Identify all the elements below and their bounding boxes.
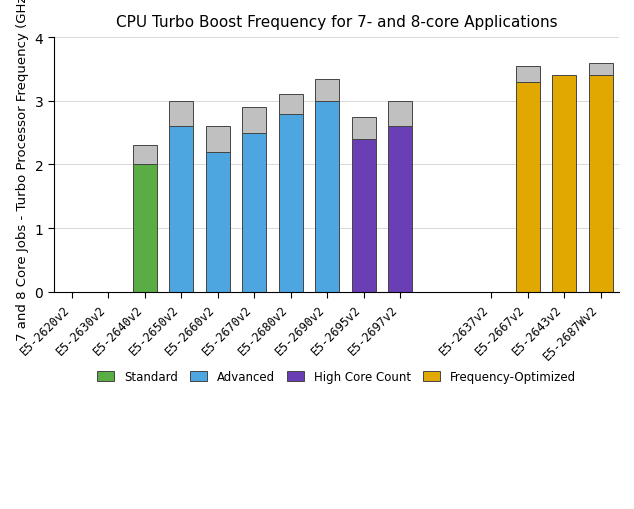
Bar — [242, 133, 266, 292]
Bar — [133, 165, 157, 292]
Bar — [315, 102, 339, 292]
Bar — [516, 67, 540, 82]
Bar — [169, 127, 193, 292]
Bar — [315, 79, 339, 102]
Y-axis label: 7 and 8 Core Jobs - Turbo Processor Frequency (GHz): 7 and 8 Core Jobs - Turbo Processor Freq… — [16, 0, 29, 340]
Bar — [589, 64, 612, 76]
Bar — [279, 115, 302, 292]
Bar — [589, 76, 612, 292]
Bar — [388, 127, 412, 292]
Title: CPU Turbo Boost Frequency for 7- and 8-core Applications: CPU Turbo Boost Frequency for 7- and 8-c… — [115, 15, 557, 30]
Bar — [169, 102, 193, 127]
Legend: Standard, Advanced, High Core Count, Frequency-Optimized: Standard, Advanced, High Core Count, Fre… — [92, 365, 581, 388]
Bar — [516, 82, 540, 292]
Bar — [242, 108, 266, 133]
Bar — [352, 140, 375, 292]
Bar — [206, 127, 230, 152]
Bar — [279, 95, 302, 115]
Bar — [206, 152, 230, 292]
Bar — [352, 118, 375, 140]
Bar — [552, 76, 576, 292]
Bar — [388, 102, 412, 127]
Bar — [133, 146, 157, 165]
